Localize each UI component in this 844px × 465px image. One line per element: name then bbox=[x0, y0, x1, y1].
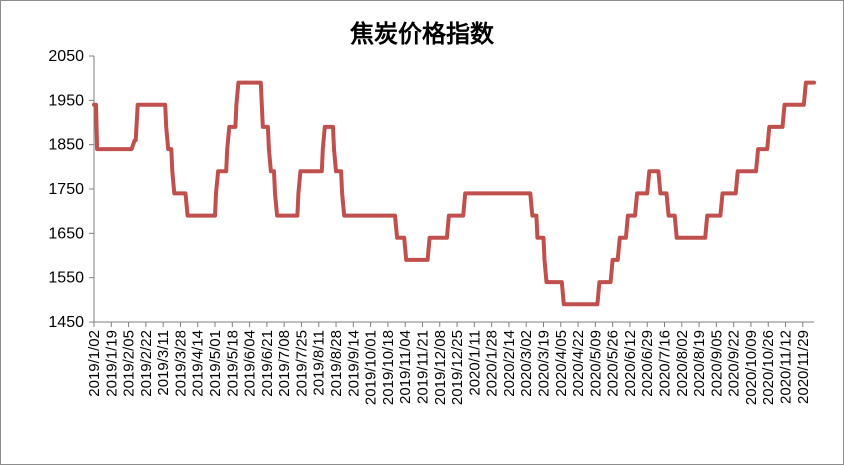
series-line bbox=[92, 80, 816, 307]
x-tick-label: 2019/12/08 bbox=[432, 330, 449, 405]
x-tick-label: 2020/2/14 bbox=[501, 330, 518, 397]
x-tick-label: 2019/10/01 bbox=[363, 330, 380, 405]
x-tick-label: 2019/3/11 bbox=[155, 330, 172, 396]
x-tick-label: 2019/8/11 bbox=[311, 330, 328, 396]
x-tick-label: 2020/5/26 bbox=[605, 330, 622, 397]
x-tick-label: 2020/5/09 bbox=[587, 330, 604, 397]
x-tick-label: 2019/7/25 bbox=[293, 330, 310, 397]
x-tick-label: 2019/6/21 bbox=[259, 330, 276, 397]
x-tick-label: 2020/9/22 bbox=[726, 330, 743, 397]
x-tick-label: 2019/3/28 bbox=[172, 330, 189, 397]
x-tick-label: 2019/10/18 bbox=[380, 330, 397, 405]
y-tick-label: 2050 bbox=[48, 48, 84, 65]
x-tick-label: 2020/7/16 bbox=[657, 330, 674, 397]
x-tick-label: 2020/3/19 bbox=[535, 330, 552, 397]
x-tick-label: 2020/6/12 bbox=[622, 330, 639, 397]
chart-title: 焦炭价格指数 bbox=[350, 19, 495, 48]
x-tick-label: 2019/11/21 bbox=[414, 330, 431, 404]
y-tick-label: 1750 bbox=[48, 181, 84, 198]
x-tick-label: 2020/4/22 bbox=[570, 330, 587, 397]
x-tick-label: 2019/11/04 bbox=[397, 330, 414, 404]
y-tick-label: 1450 bbox=[48, 314, 84, 331]
x-tick-label: 2019/5/18 bbox=[224, 330, 241, 397]
x-tick-label: 2020/10/09 bbox=[743, 330, 760, 405]
x-tick-label: 2019/2/05 bbox=[121, 330, 138, 397]
y-tick-label: 1550 bbox=[48, 270, 84, 287]
x-tick-label: 2019/6/04 bbox=[242, 330, 259, 397]
x-tick-label: 2019/5/01 bbox=[207, 330, 224, 397]
y-tick-label: 1850 bbox=[48, 137, 84, 154]
x-tick-label: 2019/4/14 bbox=[190, 330, 207, 397]
x-tick-label: 2020/1/28 bbox=[484, 330, 501, 397]
x-tick-label: 2020/8/19 bbox=[691, 330, 708, 397]
x-tick-label: 2020/11/12 bbox=[778, 330, 795, 404]
y-tick-label: 1950 bbox=[48, 92, 84, 109]
x-tick-label: 2020/8/02 bbox=[674, 330, 691, 397]
x-axis-ticks: 2019/1/02 2019/1/19 2019/2/05 2019/2/22 2019… bbox=[86, 322, 812, 405]
x-tick-label: 2019/7/08 bbox=[276, 330, 293, 397]
x-tick-label: 2020/11/29 bbox=[795, 330, 812, 404]
x-tick-label: 2020/10/26 bbox=[760, 330, 777, 405]
x-tick-label: 2020/6/29 bbox=[639, 330, 656, 397]
x-tick-label: 2019/12/25 bbox=[449, 330, 466, 405]
x-tick-label: 2019/1/19 bbox=[103, 330, 120, 397]
x-tick-label: 2020/9/05 bbox=[708, 330, 725, 397]
x-tick-label: 2020/3/02 bbox=[518, 330, 535, 397]
x-tick-label: 2019/1/02 bbox=[86, 330, 103, 397]
x-tick-label: 2020/4/05 bbox=[553, 330, 570, 397]
y-tick-label: 1650 bbox=[48, 225, 84, 242]
x-tick-label: 2019/8/28 bbox=[328, 330, 345, 397]
x-tick-label: 2019/9/14 bbox=[345, 330, 362, 397]
x-tick-label: 2020/1/11 bbox=[466, 330, 483, 396]
x-tick-label: 2019/2/22 bbox=[138, 330, 155, 397]
y-axis-ticks: 1450 1550 1650 1750 1850 1950 2050 bbox=[48, 48, 94, 331]
